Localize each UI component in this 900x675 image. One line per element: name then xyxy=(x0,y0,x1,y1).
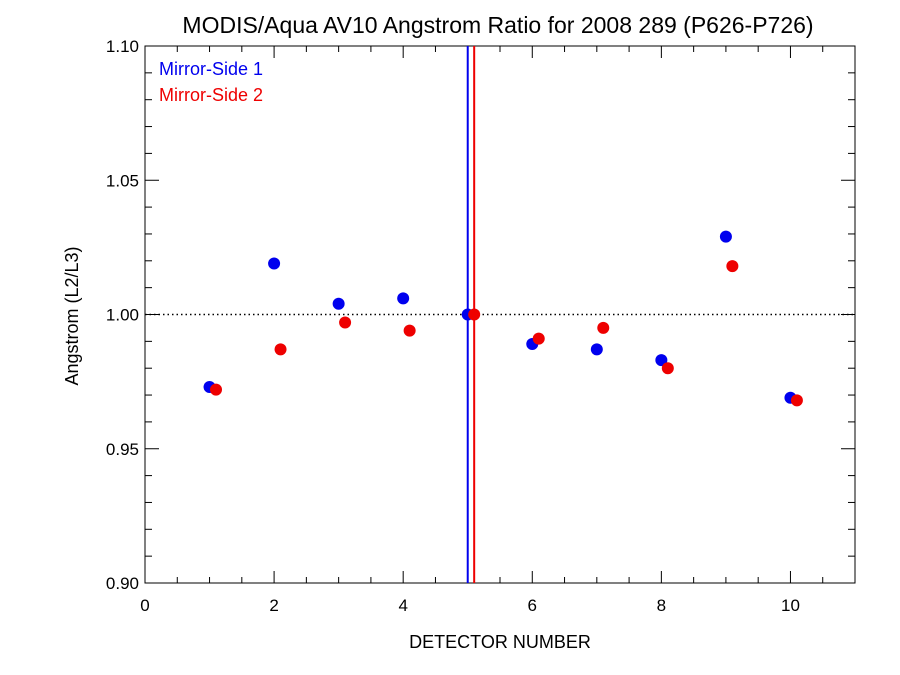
y-tick-label: 0.90 xyxy=(106,574,139,593)
data-point xyxy=(655,354,668,367)
data-point xyxy=(403,324,416,337)
y-tick-label: 1.00 xyxy=(106,306,139,325)
plot-area: 0 2 4 6 8 10 0.90 0.95 1.00 1.05 1.10 Mirror-Side 1… xyxy=(106,37,856,615)
data-point xyxy=(468,308,481,321)
data-point xyxy=(268,257,281,270)
data-point xyxy=(590,343,603,356)
data-point xyxy=(274,343,287,356)
y-tick-label: 1.10 xyxy=(106,37,139,56)
y-tick-label: 0.95 xyxy=(106,440,139,459)
data-point xyxy=(661,362,674,375)
x-tick-label: 4 xyxy=(398,596,407,615)
data-point xyxy=(597,321,610,334)
data-point xyxy=(719,230,732,243)
x-tick-label: 6 xyxy=(528,596,537,615)
x-tick-label: 8 xyxy=(657,596,666,615)
y-tick-label: 1.05 xyxy=(106,171,139,190)
legend-entry: Mirror-Side 1 xyxy=(159,59,263,79)
data-point xyxy=(332,297,345,310)
x-tick-label: 2 xyxy=(269,596,278,615)
data-point xyxy=(790,394,803,407)
data-point xyxy=(397,292,410,305)
y-axis-label: Angstrom (L2/L3) xyxy=(62,246,82,385)
data-point xyxy=(532,332,545,345)
data-point xyxy=(726,260,739,273)
data-point xyxy=(339,316,352,329)
x-axis-label: DETECTOR NUMBER xyxy=(409,632,591,652)
x-tick-label: 0 xyxy=(140,596,149,615)
x-tick-label: 10 xyxy=(781,596,800,615)
data-point xyxy=(210,383,222,396)
chart-title: MODIS/Aqua AV10 Angstrom Ratio for 2008 … xyxy=(182,12,813,38)
legend-entry: Mirror-Side 2 xyxy=(159,85,263,105)
